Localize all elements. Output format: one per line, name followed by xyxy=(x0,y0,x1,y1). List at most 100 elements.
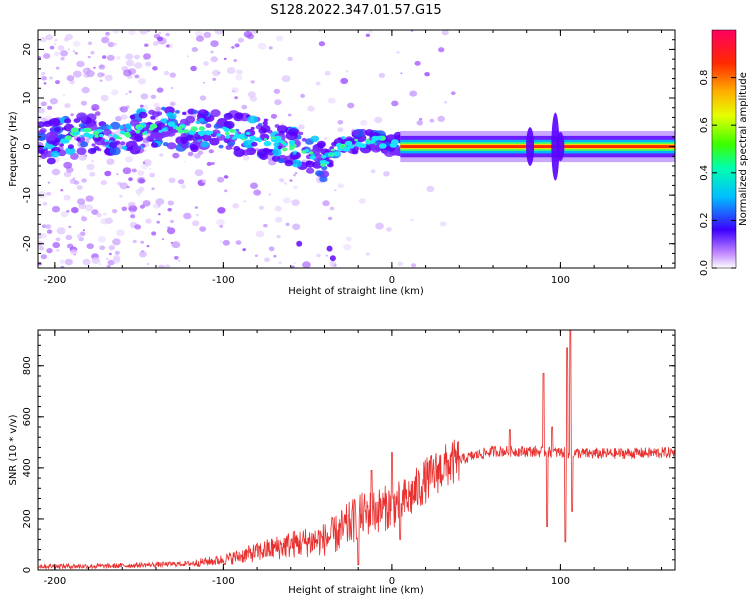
ridge-core xyxy=(229,128,236,133)
noise-blob xyxy=(116,173,119,176)
noise-blob xyxy=(231,87,239,94)
ridge-core xyxy=(245,131,251,136)
noise-blob xyxy=(287,113,292,117)
ridge-blob xyxy=(182,111,187,116)
ridge-blob xyxy=(46,131,58,141)
ridge-blob xyxy=(180,136,189,143)
noise-blob xyxy=(66,243,74,249)
ridge-core xyxy=(222,126,227,130)
noise-blob xyxy=(122,167,132,175)
ridge-core xyxy=(205,131,212,136)
noise-blob xyxy=(134,224,142,230)
noise-blob xyxy=(386,227,392,232)
noise-blob xyxy=(125,59,135,67)
noise-blob xyxy=(375,222,384,230)
ridge-blob xyxy=(42,146,47,150)
noise-blob xyxy=(116,229,125,237)
noise-blob xyxy=(128,90,132,94)
noise-blob xyxy=(155,198,165,206)
noise-blob xyxy=(60,211,69,218)
ridge-core xyxy=(232,136,237,140)
noise-blob xyxy=(155,106,162,112)
noise-blob xyxy=(68,225,72,229)
noise-blob xyxy=(268,46,273,50)
noise-blob xyxy=(132,239,137,243)
ridge-blob xyxy=(198,117,205,122)
noise-blob xyxy=(72,50,76,53)
ridge-blob xyxy=(54,127,61,132)
noise-blob xyxy=(199,95,207,101)
noise-blob xyxy=(278,178,285,183)
noise-blob xyxy=(273,88,281,94)
ridge-blob xyxy=(126,147,132,151)
ridge-core xyxy=(198,126,205,131)
noise-blob xyxy=(140,104,144,108)
noise-blob xyxy=(419,117,423,121)
ridge-blob xyxy=(76,112,88,121)
noise-blob xyxy=(192,220,200,227)
ridge-core xyxy=(87,133,94,139)
noise-blob xyxy=(438,47,445,53)
ridge-blob xyxy=(195,120,201,125)
ridge-blob xyxy=(243,141,249,145)
ridge-blob xyxy=(310,135,320,142)
noise-blob xyxy=(152,41,159,46)
x-tick-label: 0 xyxy=(389,275,395,286)
noise-blob xyxy=(416,120,423,126)
noise-blob xyxy=(210,40,219,47)
snr-frame xyxy=(37,329,676,571)
noise-blob xyxy=(145,218,152,224)
noise-blob xyxy=(235,74,243,81)
noise-blob xyxy=(166,227,176,235)
x-tick-label: -100 xyxy=(212,275,235,286)
ridge-blob xyxy=(150,142,159,148)
noise-blob xyxy=(144,43,149,47)
noise-blob xyxy=(108,252,112,256)
ridge-core xyxy=(108,133,112,137)
noise-blob xyxy=(191,47,198,52)
ridge-core xyxy=(149,123,158,129)
noise-blob xyxy=(40,101,47,107)
noise-blob xyxy=(60,265,65,268)
noise-blob xyxy=(263,223,268,228)
noise-blob xyxy=(424,72,430,77)
ridge-blob xyxy=(260,124,271,133)
noise-blob xyxy=(90,51,95,55)
noise-blob xyxy=(74,52,79,55)
ridge-blob xyxy=(39,128,47,134)
noise-blob xyxy=(125,140,128,143)
noise-blob xyxy=(59,259,65,264)
noise-blob xyxy=(196,35,204,42)
ridge-blob xyxy=(298,131,304,136)
noise-blob xyxy=(409,90,418,97)
noise-blob xyxy=(234,43,240,48)
ridge-blob xyxy=(110,121,121,130)
noise-blob xyxy=(370,169,376,174)
noise-blob xyxy=(293,174,296,177)
ridge-blob xyxy=(64,118,72,124)
ridge-blob xyxy=(262,147,270,153)
ridge-core xyxy=(126,129,130,132)
noise-blob xyxy=(134,62,143,69)
noise-blob xyxy=(100,94,109,102)
noise-blob xyxy=(224,189,228,193)
ridge-core xyxy=(308,151,314,155)
noise-blob xyxy=(318,41,326,47)
noise-blob xyxy=(41,71,46,76)
noise-blob xyxy=(69,80,75,85)
ridge-blob xyxy=(164,108,171,113)
noise-blob xyxy=(368,30,373,34)
noise-blob xyxy=(275,216,283,223)
ridge-blob xyxy=(382,149,389,154)
ridge-blob xyxy=(218,144,224,149)
noise-blob xyxy=(340,77,349,85)
noise-blob xyxy=(284,182,287,185)
noise-blob xyxy=(143,53,151,60)
ridge-blob xyxy=(109,146,121,156)
ridge-blob xyxy=(161,131,170,138)
x-tick-label: -200 xyxy=(44,275,67,286)
ridge-core xyxy=(137,126,143,131)
noise-blob xyxy=(270,113,278,119)
noise-blob xyxy=(414,60,421,66)
ridge-blob xyxy=(326,245,333,252)
